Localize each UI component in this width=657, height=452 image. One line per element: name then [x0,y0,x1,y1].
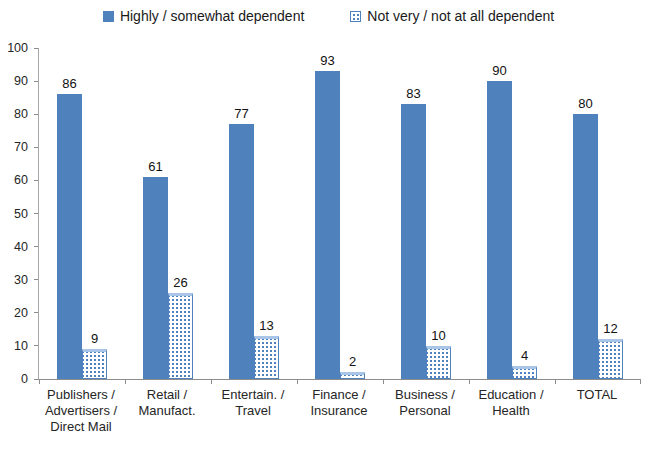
bar-solid [229,124,254,379]
bar-value-label: 83 [406,87,420,101]
bar-column: 26 [168,48,193,379]
bar-column: 9 [82,48,107,379]
bar-column: 90 [487,48,512,379]
bar-value-label: 26 [173,276,187,290]
bar-value-label: 13 [259,319,273,333]
y-axis-tick-label: 60 [14,173,28,187]
legend-label-highly-dependent: Highly / somewhat dependent [120,8,304,24]
plot-area: 86 9 61 26 77 13 93 2 83 10 90 4 80 12 [38,48,641,380]
bar-dotted [426,346,451,379]
x-axis-tick-mark [297,380,298,384]
y-axis-tick-label: 30 [14,273,28,287]
x-axis-category-label: Finance / Insurance [296,387,382,435]
x-axis-tick-mark [211,380,212,384]
bar-value-label: 90 [492,64,506,78]
category-group: 61 26 [125,48,211,379]
y-axis: 0102030405060708090100 [0,48,38,379]
legend-swatch-dotted [350,11,361,22]
bar-value-label: 86 [62,77,76,91]
y-axis-tick-label: 20 [14,306,28,320]
bar-column: 12 [598,48,623,379]
y-axis-tick-label: 100 [7,41,28,55]
bar-column: 93 [315,48,340,379]
y-axis-tick-label: 10 [14,339,28,353]
bar-column: 80 [573,48,598,379]
legend-swatch-solid [103,11,114,22]
bar-column: 10 [426,48,451,379]
bar-column: 2 [340,48,365,379]
y-axis-tick-label: 0 [21,372,28,386]
bar-value-label: 80 [578,97,592,111]
y-axis-tick-label: 80 [14,107,28,121]
bar-column: 61 [143,48,168,379]
bar-dotted [254,336,279,379]
category-group: 77 13 [211,48,297,379]
legend-item-not-dependent: Not very / not at all dependent [350,8,554,24]
bar-dotted [168,293,193,379]
x-axis-category-label: Publishers / Advertisers / Direct Mail [38,387,124,435]
bar-solid [487,81,512,379]
bar-column: 4 [512,48,537,379]
bar-value-label: 61 [148,160,162,174]
bar-value-label: 10 [431,329,445,343]
legend-label-not-dependent: Not very / not at all dependent [367,8,554,24]
bar-solid [315,71,340,379]
category-group: 86 9 [39,48,125,379]
x-axis-category-label: Retail / Manufact. [124,387,210,435]
x-axis-category-label: Business / Personal [382,387,468,435]
category-group: 90 4 [469,48,555,379]
category-group: 80 12 [555,48,641,379]
y-axis-tick-label: 70 [14,140,28,154]
bar-value-label: 4 [521,349,528,363]
bar-column: 77 [229,48,254,379]
bar-column: 83 [401,48,426,379]
y-axis-tick-label: 90 [14,74,28,88]
bar-solid [573,114,598,379]
bar-value-label: 2 [349,355,356,369]
category-group: 83 10 [383,48,469,379]
bar-dotted [82,349,107,379]
bar-value-label: 9 [91,332,98,346]
bar-value-label: 77 [234,107,248,121]
x-axis-category-label: TOTAL [554,387,640,435]
bar-value-label: 93 [320,54,334,68]
bar-solid [57,94,82,379]
category-group: 93 2 [297,48,383,379]
x-axis-tick-mark [640,380,641,384]
y-axis-tick-label: 50 [14,207,28,221]
x-axis-category-label: Education / Health [468,387,554,435]
y-axis-tick-label: 40 [14,240,28,254]
bar-value-label: 12 [603,322,617,336]
bar-column: 86 [57,48,82,379]
x-axis-tick-mark [469,380,470,384]
bar-dotted [512,366,537,379]
bar-dotted [340,372,365,379]
x-axis-tick-mark [383,380,384,384]
chart-legend: Highly / somewhat dependent Not very / n… [0,8,657,24]
x-axis-tick-mark [39,380,40,384]
x-axis-tick-mark [125,380,126,384]
x-axis-tick-mark [555,380,556,384]
bar-dotted [598,339,623,379]
x-axis-labels: Publishers / Advertisers / Direct MailRe… [38,387,640,435]
dependency-bar-chart: Highly / somewhat dependent Not very / n… [0,0,657,452]
legend-item-highly-dependent: Highly / somewhat dependent [103,8,304,24]
bar-column: 13 [254,48,279,379]
bar-solid [143,177,168,379]
x-axis-category-label: Entertain. / Travel [210,387,296,435]
bar-solid [401,104,426,379]
